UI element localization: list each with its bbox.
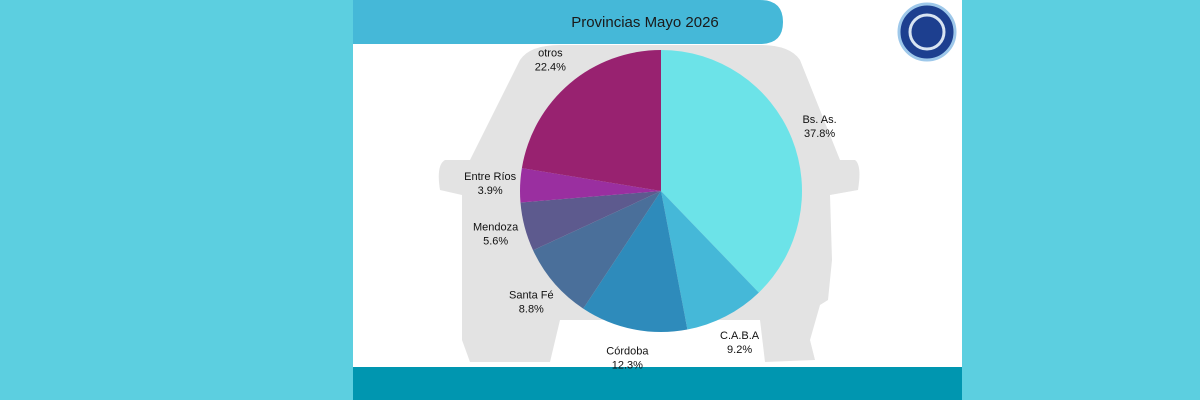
logo xyxy=(897,2,957,62)
slice-label: otros xyxy=(538,48,563,60)
slice-value-label: 22.4% xyxy=(535,62,566,74)
slice-value-label: 37.8% xyxy=(804,128,835,140)
slice-value-label: 9.2% xyxy=(727,344,752,356)
logo-circle xyxy=(897,2,957,62)
logo-mark xyxy=(908,13,946,51)
title-banner xyxy=(353,0,783,44)
slice-value-label: 5.6% xyxy=(483,235,508,247)
pie-slice xyxy=(533,191,661,309)
pie-slice xyxy=(519,168,661,203)
slice-label: C.A.B.A xyxy=(720,330,760,342)
pie-slice xyxy=(583,191,688,332)
pie-slice xyxy=(661,191,759,330)
slice-value-label: 8.8% xyxy=(519,303,544,315)
slice-value-label: 12.3% xyxy=(612,360,643,372)
pie-slice xyxy=(520,191,661,251)
chart-title: Provincias Mayo 2026 xyxy=(571,14,719,31)
slice-value-label: 3.9% xyxy=(478,185,503,197)
pie-slice xyxy=(661,50,802,293)
slice-label: Bs. As. xyxy=(802,114,836,126)
slice-label: Santa Fé xyxy=(509,289,554,301)
slice-label: Entre Ríos xyxy=(464,171,516,183)
slice-label: Mendoza xyxy=(473,221,519,233)
slice-label: Córdoba xyxy=(606,346,649,358)
footer-bar xyxy=(353,367,962,400)
pie xyxy=(519,50,802,332)
pie-slice xyxy=(521,50,661,191)
